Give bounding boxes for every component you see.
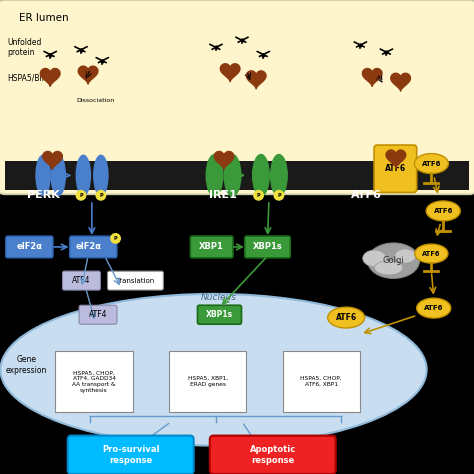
FancyBboxPatch shape [210,436,336,474]
Text: P: P [114,236,118,241]
Text: HSPA5, XBP1,
ERAD genes: HSPA5, XBP1, ERAD genes [188,376,228,387]
FancyBboxPatch shape [169,351,246,412]
Polygon shape [246,71,266,89]
Polygon shape [220,64,240,82]
FancyBboxPatch shape [108,271,164,290]
FancyBboxPatch shape [245,236,290,258]
Ellipse shape [253,155,269,196]
Text: HSPA5, CHOP,
ATF6, XBP1: HSPA5, CHOP, ATF6, XBP1 [301,376,342,387]
Text: eIF2α: eIF2α [76,243,102,251]
FancyBboxPatch shape [191,236,233,258]
Text: ATF6: ATF6 [434,208,453,214]
FancyBboxPatch shape [374,145,417,192]
Ellipse shape [271,155,287,196]
Text: Nucleus: Nucleus [201,293,237,302]
Text: Dissociation: Dissociation [76,98,114,103]
Text: P: P [277,193,281,198]
FancyBboxPatch shape [55,351,133,412]
Ellipse shape [328,307,365,328]
FancyBboxPatch shape [5,161,469,190]
Text: Pro-survival
response: Pro-survival response [102,445,159,465]
Text: Unfolded
protein: Unfolded protein [8,38,42,57]
Text: P: P [99,193,103,198]
FancyBboxPatch shape [6,236,53,258]
Polygon shape [391,73,410,91]
Text: P: P [79,193,83,198]
Circle shape [274,191,283,200]
Text: ATF6: ATF6 [351,190,382,200]
FancyBboxPatch shape [68,436,194,474]
Text: Gene
expression: Gene expression [6,356,47,374]
Ellipse shape [36,155,50,195]
Text: IRE1: IRE1 [209,190,237,200]
Text: ATF6: ATF6 [385,164,406,173]
Circle shape [76,191,86,200]
Text: Translation: Translation [116,278,155,283]
Text: XBP1s: XBP1s [206,310,233,319]
Ellipse shape [426,201,460,221]
Ellipse shape [76,155,91,195]
FancyBboxPatch shape [79,305,117,324]
Text: ATF4: ATF4 [72,276,91,285]
Text: Apoptotic
response: Apoptotic response [250,445,296,465]
Text: P: P [257,193,260,198]
Circle shape [111,234,120,243]
Ellipse shape [0,294,427,446]
FancyBboxPatch shape [63,271,100,290]
Ellipse shape [206,155,223,196]
Text: XBP1: XBP1 [199,243,224,251]
Polygon shape [386,150,406,168]
Ellipse shape [224,155,241,196]
FancyBboxPatch shape [198,305,242,324]
Text: PERK: PERK [27,190,59,200]
FancyBboxPatch shape [0,0,474,194]
Polygon shape [362,69,382,86]
Ellipse shape [395,249,416,263]
Text: Golgi: Golgi [383,256,404,265]
Ellipse shape [414,154,448,173]
Text: ATF6: ATF6 [422,251,441,256]
Text: ATF6: ATF6 [424,305,444,311]
Text: ATF4: ATF4 [89,310,107,319]
Ellipse shape [417,298,451,318]
Polygon shape [43,152,63,169]
Text: ATF6: ATF6 [336,313,357,322]
FancyBboxPatch shape [283,351,360,412]
Text: ER lumen: ER lumen [19,13,69,23]
Text: XBP1s: XBP1s [253,243,283,251]
Ellipse shape [374,261,403,275]
Text: ATF6: ATF6 [422,161,441,166]
Polygon shape [78,66,98,84]
Ellipse shape [363,250,386,266]
Ellipse shape [367,243,419,279]
Text: HSPA5, CHOP,
ATF4, GADD34
AA transport &
synthesis: HSPA5, CHOP, ATF4, GADD34 AA transport &… [72,370,116,393]
Polygon shape [214,152,234,169]
FancyBboxPatch shape [70,236,117,258]
Ellipse shape [415,244,448,263]
Text: eIF2α: eIF2α [17,243,42,251]
Polygon shape [40,69,60,86]
Ellipse shape [51,155,65,195]
Circle shape [254,191,263,200]
Text: HSPA5/BiP: HSPA5/BiP [8,74,47,82]
Circle shape [96,191,106,200]
Ellipse shape [94,155,108,195]
